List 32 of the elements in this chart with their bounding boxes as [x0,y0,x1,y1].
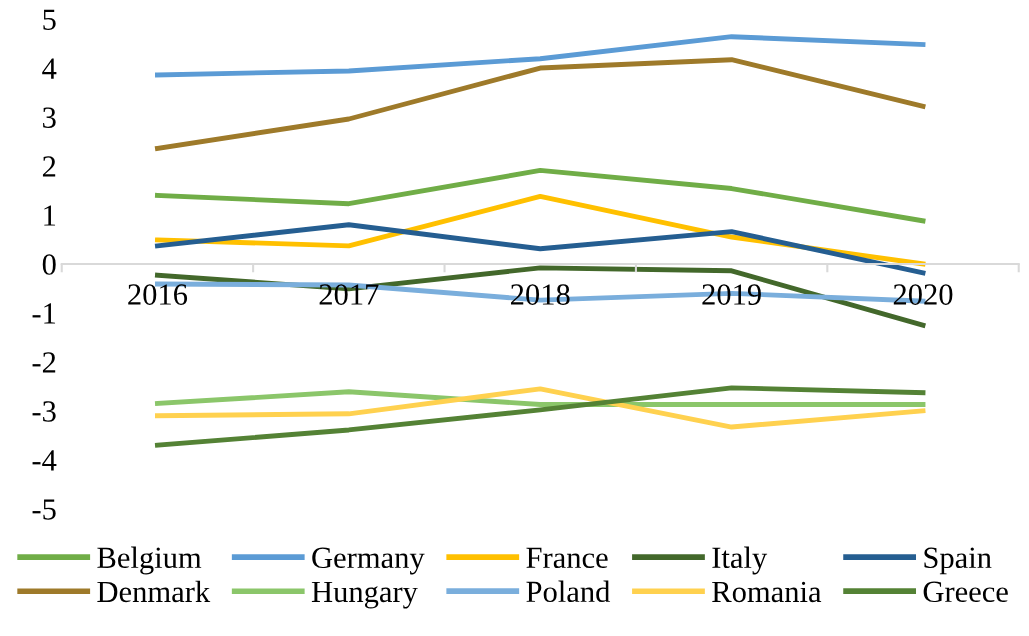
line-series [155,57,926,151]
legend-label: Spain [924,547,992,575]
y-tick-label: -1 [32,303,56,324]
y-tick-label: 3 [43,107,56,128]
line-series [155,222,926,276]
x-tick-label: 2016 [128,284,188,305]
y-tick-label: -3 [32,401,56,422]
legend-label: France [526,547,608,569]
x-tick-label: 2020 [893,284,953,305]
line-series [155,167,926,224]
legend-label: Belgium [97,546,202,575]
legend-label: Denmark [97,580,211,603]
line-series [155,385,926,448]
legend-label: Greece [923,581,1008,603]
legend-label: Hungary [311,581,418,609]
legend-label: Italy [712,546,768,575]
y-tick-label: -4 [32,450,57,471]
legend-label: Poland [526,580,611,603]
line-series [155,34,926,78]
y-tick-label: -2 [32,352,56,373]
y-tick-label: -5 [32,499,56,520]
legend-label: Germany [312,547,425,575]
y-tick-label: 4 [42,58,57,79]
x-tick-label: 2019 [702,284,761,305]
line-series [155,386,926,430]
y-tick-label: 2 [42,156,56,177]
x-tick-label: 2017 [319,284,379,305]
y-tick-label: 1 [44,205,56,226]
y-tick-label: 0 [42,254,56,275]
x-tick-label: 2018 [511,284,570,305]
y-tick-label: 5 [43,9,56,30]
legend-label: Romania [712,581,822,603]
